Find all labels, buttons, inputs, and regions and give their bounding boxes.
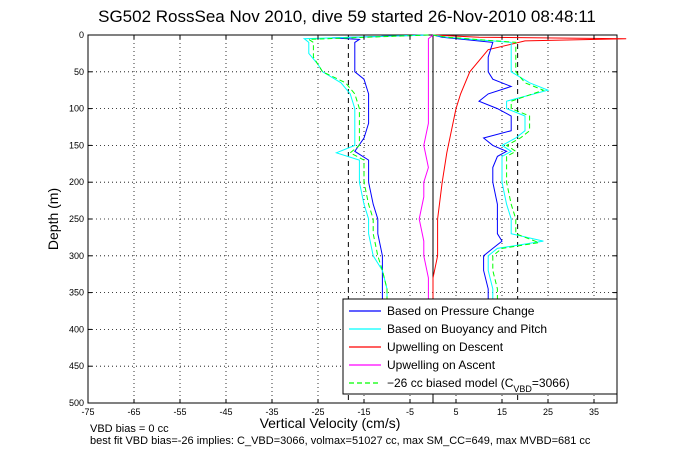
axis-ticks: -75 -65 -55 -45 -35 -25 -15 -5 5 15 25 350501001502… — [69, 30, 617, 417]
y-tick-label: 100 — [69, 104, 84, 114]
series-line — [331, 34, 429, 300]
legend-label: Upwelling on Descent — [387, 340, 504, 354]
y-axis-label: Depth (m) — [45, 188, 61, 250]
y-tick-label: 500 — [69, 398, 84, 408]
series-line — [432, 34, 513, 300]
y-tick-label: 400 — [69, 324, 84, 334]
legend-label: Upwelling on Ascent — [387, 358, 496, 372]
series-line — [418, 34, 434, 300]
grid — [87, 34, 617, 404]
legend-label: Based on Buoyancy and Pitch — [387, 322, 547, 336]
x-axis-label: Vertical Velocity (cm/s) — [260, 415, 401, 431]
data-series — [302, 34, 627, 300]
x-tick-label: -25 — [311, 407, 324, 417]
legend-label-tail: =3066) — [532, 376, 570, 390]
x-tick-label: -75 — [81, 407, 94, 417]
legend-label-subscript: VBD — [513, 384, 532, 394]
y-tick-label: 450 — [69, 361, 84, 371]
y-tick-label: 300 — [69, 251, 84, 261]
legend-box — [342, 298, 618, 395]
x-tick-label: 5 — [453, 407, 458, 417]
y-tick-label: 250 — [69, 214, 84, 224]
legend: Based on Pressure Change Based on Buoyanc… — [342, 298, 618, 395]
y-tick-label: 350 — [69, 288, 84, 298]
chart-title: SG502 RossSea Nov 2010, dive 59 started … — [98, 7, 596, 26]
y-tick-label: 200 — [69, 177, 84, 187]
y-tick-label: 0 — [79, 30, 84, 40]
annotation-vbd-bias: VBD bias = 0 cc — [90, 423, 169, 435]
x-tick-label: -35 — [265, 407, 278, 417]
x-tick-label: -45 — [219, 407, 232, 417]
y-tick-label: 50 — [74, 67, 84, 77]
series-line — [432, 34, 550, 300]
x-tick-label: 15 — [497, 407, 507, 417]
x-tick-label: -55 — [173, 407, 186, 417]
series-line — [432, 34, 627, 300]
y-tick-label: 150 — [69, 140, 84, 150]
x-tick-label: -65 — [127, 407, 140, 417]
x-tick-label: -15 — [357, 407, 370, 417]
x-tick-label: 25 — [543, 407, 553, 417]
series-line — [432, 34, 545, 300]
annotation-best-fit: best fit VBD bias=-26 implies: C_VBD=306… — [90, 435, 591, 447]
series-line — [302, 34, 429, 300]
series-line — [307, 34, 429, 300]
legend-label: Based on Pressure Change — [387, 304, 535, 318]
x-tick-label: -5 — [406, 407, 414, 417]
x-tick-label: 35 — [589, 407, 599, 417]
